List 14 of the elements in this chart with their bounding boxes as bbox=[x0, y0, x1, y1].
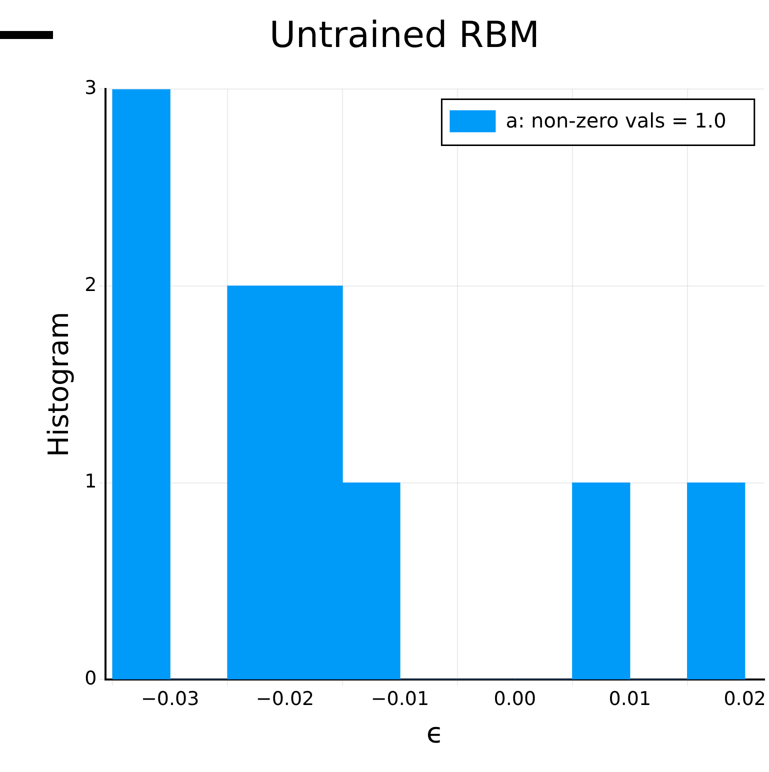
y-tick-label: 3 bbox=[84, 77, 97, 100]
chart-title: Untrained RBM bbox=[269, 14, 540, 56]
y-tick-label: 0 bbox=[84, 668, 97, 690]
x-axis-title: ϵ bbox=[426, 716, 444, 750]
legend-label: a: non-zero vals = 1.0 bbox=[506, 108, 726, 132]
x-tick-label: 0.01 bbox=[608, 688, 652, 710]
y-axis-title: Histogram bbox=[42, 312, 76, 458]
x-tick-label: −0.02 bbox=[256, 688, 314, 710]
y-tick-label: 1 bbox=[84, 470, 97, 493]
x-tick-label: −0.01 bbox=[370, 688, 430, 710]
x-tick-label: −0.03 bbox=[140, 688, 200, 710]
y-tick-label: 2 bbox=[84, 274, 97, 296]
x-tick-label: 0.00 bbox=[494, 688, 536, 710]
x-tick-label: 0.02 bbox=[724, 688, 766, 710]
